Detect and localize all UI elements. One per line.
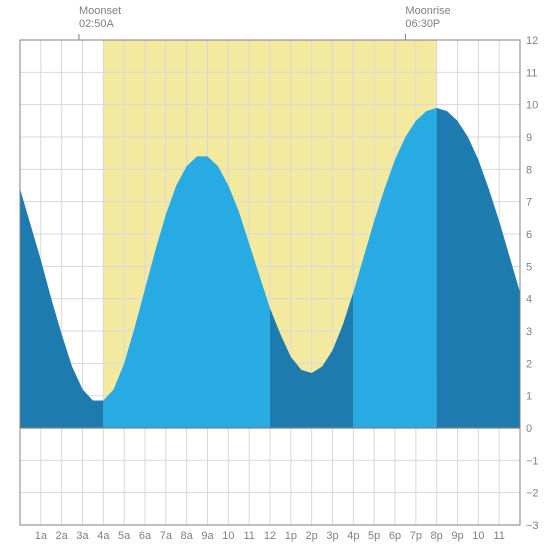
x-tick-label: 6a bbox=[139, 530, 152, 542]
annotation-moonrise-value: 06:30P bbox=[405, 18, 440, 30]
y-tick-label: 2 bbox=[526, 358, 532, 370]
x-tick-label: 7p bbox=[410, 530, 422, 542]
x-tick-label: 3a bbox=[76, 530, 89, 542]
x-tick-label: 8a bbox=[181, 530, 194, 542]
x-tick-label: 7a bbox=[160, 530, 173, 542]
y-tick-label: 6 bbox=[526, 229, 532, 241]
x-tick-label: 9a bbox=[201, 530, 214, 542]
x-tick-label: 5a bbox=[118, 530, 131, 542]
x-tick-label: 8p bbox=[431, 530, 443, 542]
x-tick-label: 3p bbox=[326, 530, 338, 542]
x-tick-label: 11 bbox=[243, 530, 254, 542]
y-tick-label: −1 bbox=[526, 455, 539, 467]
x-tick-label: 12 bbox=[264, 530, 276, 542]
y-tick-label: 1 bbox=[526, 391, 532, 403]
annotation-moonset-value: 02:50A bbox=[79, 18, 115, 30]
x-tick-label: 9p bbox=[451, 530, 463, 542]
y-tick-label: 12 bbox=[526, 35, 538, 47]
x-tick-label: 4a bbox=[97, 530, 110, 542]
y-tick-label: 0 bbox=[526, 423, 532, 435]
y-tick-label: 7 bbox=[526, 197, 532, 209]
annotation-moonrise-label: Moonrise bbox=[405, 5, 450, 17]
x-tick-label: 4p bbox=[347, 530, 359, 542]
x-tick-label: 10 bbox=[472, 530, 484, 542]
x-tick-label: 2p bbox=[306, 530, 318, 542]
y-tick-label: −3 bbox=[526, 520, 539, 532]
annotation-moonset-label: Moonset bbox=[79, 5, 121, 17]
x-tick-label: 5p bbox=[368, 530, 380, 542]
x-tick-label: 2a bbox=[56, 530, 69, 542]
x-tick-label: 6p bbox=[389, 530, 401, 542]
y-tick-label: 8 bbox=[526, 164, 532, 176]
tide-chart: 1a2a3a4a5a6a7a8a9a1011121p2p3p4p5p6p7p8p… bbox=[0, 0, 550, 550]
y-tick-label: 4 bbox=[526, 294, 532, 306]
y-tick-label: 3 bbox=[526, 326, 532, 338]
y-tick-label: −2 bbox=[526, 488, 539, 500]
y-tick-label: 10 bbox=[526, 100, 538, 112]
x-tick-label: 10 bbox=[222, 530, 234, 542]
x-tick-label: 1a bbox=[35, 530, 48, 542]
x-tick-label: 11 bbox=[493, 530, 504, 542]
y-tick-label: 5 bbox=[526, 261, 532, 273]
x-tick-label: 1p bbox=[285, 530, 297, 542]
y-tick-label: 9 bbox=[526, 132, 532, 144]
y-tick-label: 11 bbox=[526, 67, 537, 79]
